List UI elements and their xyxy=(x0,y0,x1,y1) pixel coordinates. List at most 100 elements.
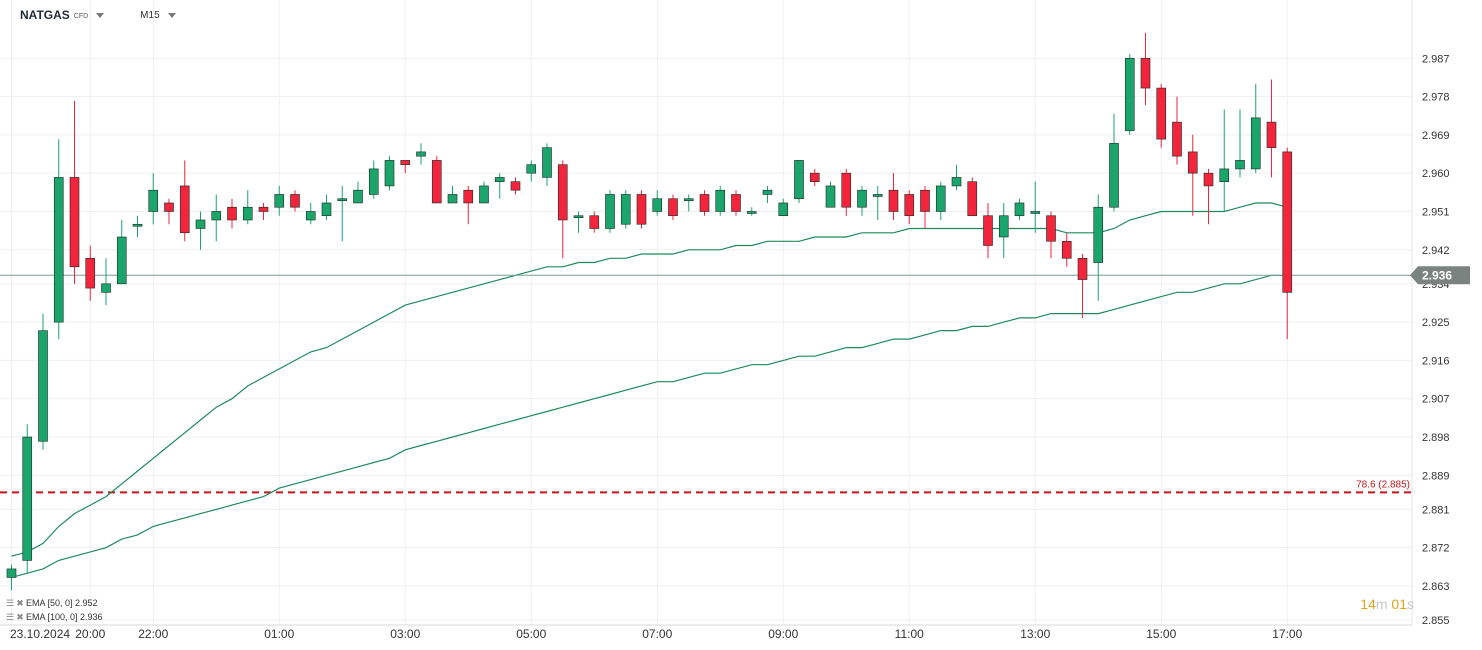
candle-up xyxy=(211,211,222,221)
candle-down xyxy=(431,160,442,204)
candle-down xyxy=(636,194,647,225)
timeframe-dropdown-icon[interactable] xyxy=(167,12,176,18)
candle-up xyxy=(1124,57,1135,131)
indicator-legend-ema100: ☰ ✖ EMA [100, 0] 2.936 xyxy=(6,612,103,622)
countdown-minutes-unit: m xyxy=(1375,596,1388,612)
candle-down xyxy=(589,215,600,229)
settings-icon[interactable]: ☰ xyxy=(6,598,15,608)
candle-up xyxy=(998,215,1009,238)
candle-down xyxy=(400,160,411,165)
symbol-dropdown-icon[interactable] xyxy=(96,12,105,18)
settings-icon[interactable]: ☰ xyxy=(6,612,15,622)
candle-down xyxy=(841,172,852,208)
candle-up xyxy=(242,206,253,221)
candle-up xyxy=(132,223,143,227)
candle-up xyxy=(337,198,348,202)
countdown-seconds: 01 xyxy=(1391,596,1407,612)
fib-level-label: 78.6 (2.885) xyxy=(1356,479,1410,490)
candle-down xyxy=(463,189,474,204)
candle-up xyxy=(951,177,962,187)
candle-up xyxy=(652,198,663,212)
y-tick-label: 2.916 xyxy=(1422,355,1450,367)
candle-up xyxy=(353,189,363,204)
candle-countdown: 14m 01s xyxy=(1360,596,1414,612)
candle-down xyxy=(164,202,174,212)
x-tick-label: 11:00 xyxy=(895,627,924,641)
ema50-line xyxy=(11,202,1288,557)
candle-up xyxy=(416,151,426,157)
x-tick-label: 17:00 xyxy=(1272,627,1302,641)
candle-down xyxy=(967,181,978,217)
candle-down xyxy=(258,206,269,212)
y-tick-label: 2.987 xyxy=(1422,53,1450,65)
y-tick-label: 2.925 xyxy=(1422,317,1450,329)
x-tick-label: 22:00 xyxy=(138,627,168,641)
candle-down xyxy=(179,185,190,234)
candle-down xyxy=(557,164,568,221)
candle-down xyxy=(1172,121,1182,157)
candle-down xyxy=(1061,240,1072,259)
y-tick-label: 2.881 xyxy=(1422,504,1450,516)
y-tick-label: 2.872 xyxy=(1422,543,1450,555)
candle-down xyxy=(983,215,993,246)
candle-up xyxy=(22,436,33,561)
y-tick-label: 2.907 xyxy=(1422,394,1450,406)
candle-up xyxy=(935,185,946,212)
candle-down xyxy=(85,257,96,289)
y-tick-label: 2.898 xyxy=(1422,432,1450,444)
candle-up xyxy=(1109,143,1119,208)
candle-down xyxy=(668,198,678,217)
candle-up xyxy=(526,164,537,174)
candle-up xyxy=(1030,211,1041,214)
candle-down xyxy=(1077,257,1088,280)
candle-up xyxy=(368,168,379,195)
y-tick-label: 2.951 xyxy=(1422,206,1450,218)
current-price-badge xyxy=(1410,266,1470,285)
x-tick-label: 23.10.2024 xyxy=(10,627,70,641)
indicator-label: EMA [100, 0] 2.936 xyxy=(26,612,103,622)
timeframe-label[interactable]: M15 xyxy=(140,9,160,21)
candle-up xyxy=(384,160,395,187)
candle-up xyxy=(746,211,757,214)
candle-down xyxy=(1282,151,1293,293)
candle-up xyxy=(447,194,458,204)
candle-up xyxy=(274,194,285,208)
candle-up xyxy=(101,283,111,293)
candle-down xyxy=(1140,57,1151,89)
candle-up xyxy=(195,219,206,229)
x-tick-label: 09:00 xyxy=(768,627,798,641)
ema100-line xyxy=(11,274,1288,578)
candle-up xyxy=(825,185,836,208)
candle-down xyxy=(888,189,899,212)
close-icon[interactable]: ✖ xyxy=(16,598,24,608)
instrument-type-label: CFD xyxy=(73,12,89,20)
x-tick-label: 15:00 xyxy=(1146,627,1176,641)
current-price-label: 2.936 xyxy=(1422,268,1452,282)
candle-up xyxy=(794,160,804,200)
y-tick-label: 2.863 xyxy=(1422,581,1450,593)
y-tick-label: 2.978 xyxy=(1422,92,1450,104)
x-tick-label: 07:00 xyxy=(642,627,672,641)
x-tick-label: 05:00 xyxy=(516,627,546,641)
y-tick-label: 2.889 xyxy=(1422,470,1450,482)
candle-up xyxy=(573,215,584,219)
candle-down xyxy=(904,194,915,217)
candle-up xyxy=(38,330,48,442)
candle-up xyxy=(116,236,127,285)
candle-up xyxy=(1219,168,1230,182)
indicator-legend-ema50: ☰ ✖ EMA [50, 0] 2.952 xyxy=(6,598,98,608)
candle-up xyxy=(620,194,631,225)
countdown-seconds-unit: s xyxy=(1407,596,1414,612)
chart-toolbar: NATGAS CFD M15 xyxy=(20,8,176,22)
candle-up xyxy=(1250,117,1261,170)
candle-down xyxy=(227,206,237,221)
indicator-label: EMA [50, 0] 2.952 xyxy=(26,598,98,608)
candle-up xyxy=(872,194,883,197)
candle-up xyxy=(683,198,694,202)
candle-up xyxy=(305,211,316,221)
candle-up xyxy=(605,194,615,229)
candle-up xyxy=(6,568,17,578)
candle-down xyxy=(290,194,300,208)
close-icon[interactable]: ✖ xyxy=(16,612,24,622)
